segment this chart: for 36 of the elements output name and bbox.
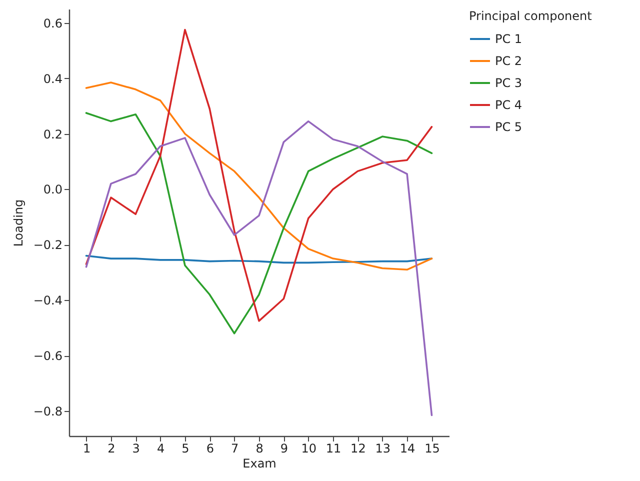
legend-label: PC 4 [495,98,522,112]
legend-label: PC 2 [495,54,522,68]
x-tick-label: 5 [182,442,190,456]
x-tick-label: 8 [256,442,264,456]
x-axis-title: Exam [242,456,276,470]
y-tick-label: −0.8 [33,404,62,419]
x-tick-label: 7 [231,442,239,456]
legend-title: Principal component [469,9,592,23]
legend-label: PC 3 [495,76,522,90]
legend-label: PC 1 [495,32,522,46]
x-tick-label: 13 [375,442,391,456]
y-tick-label: 0.0 [43,182,62,197]
line-series [85,28,433,322]
y-tick-label: 0.4 [43,72,62,86]
y-tick-label: −0.2 [33,238,62,252]
x-tick-label: 4 [156,442,165,456]
legend-label: PC 5 [495,120,522,134]
x-tick-label: 2 [108,442,116,456]
line-series [85,82,433,271]
x-tick-label: 15 [424,442,440,456]
y-tick-label: −0.4 [33,294,62,308]
y-tick-label: −0.6 [33,349,62,364]
x-tick-label: 11 [326,442,342,456]
x-tick-label: 9 [280,442,288,456]
x-tick-label: 12 [350,442,366,456]
x-tick-label: 14 [400,442,416,456]
x-tick-label: 1 [82,442,91,456]
line-series [85,112,433,334]
y-tick-label: 0.6 [43,16,62,30]
x-tick-label: 10 [301,442,316,456]
y-tick-label: 0.2 [43,127,62,142]
y-axis-title: Loading [11,199,26,247]
line-series [85,120,433,416]
x-tick-label: 3 [132,442,140,456]
x-tick-label: 6 [206,442,214,456]
line-series [85,254,433,264]
